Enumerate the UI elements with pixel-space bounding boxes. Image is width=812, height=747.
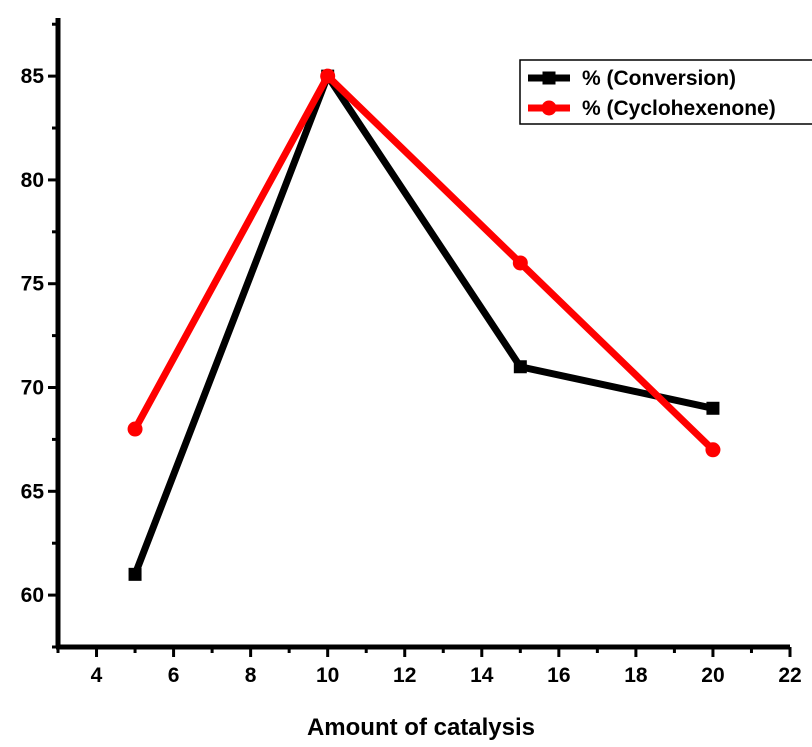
data-point-square <box>542 71 556 85</box>
series-line <box>131 68 714 576</box>
legend-label: % (Conversion) <box>582 67 736 90</box>
x-tick-label: 16 <box>547 664 570 687</box>
data-point-square <box>128 567 142 581</box>
y-tick-label: 85 <box>21 65 45 88</box>
x-tick-label: 22 <box>778 664 801 687</box>
legend-label: % (Cyclohexenone) <box>582 97 776 120</box>
series-0 <box>128 68 720 581</box>
x-tick-label: 12 <box>393 664 416 687</box>
x-tick-label: 10 <box>316 664 339 687</box>
series-1 <box>127 68 721 458</box>
legend: % (Conversion) % (Cyclohexenone) <box>519 59 812 125</box>
legend-box <box>519 59 812 125</box>
x-tick-label: 8 <box>245 664 257 687</box>
y-tick-label: 70 <box>21 377 44 400</box>
data-point-circle <box>512 255 528 271</box>
x-tick-label: 6 <box>168 664 180 687</box>
data-point-square <box>706 401 720 415</box>
data-point-circle <box>705 442 721 458</box>
data-point-square <box>513 360 527 374</box>
y-tick-label: 75 <box>21 273 45 296</box>
x-tick-label: 20 <box>701 664 724 687</box>
y-tick-label: 65 <box>21 480 45 503</box>
data-point-circle <box>541 100 557 116</box>
data-point-circle <box>127 421 143 437</box>
data-point-circle <box>320 68 336 84</box>
legend-item: % (Cyclohexenone) <box>528 97 776 120</box>
series-line <box>131 70 716 453</box>
x-axis-title: Amount of catalysis <box>307 714 535 741</box>
x-tick-label: 18 <box>624 664 648 687</box>
y-tick-label: 80 <box>21 169 44 192</box>
x-tick-label: 14 <box>470 664 494 687</box>
y-tick-label: 60 <box>21 584 44 607</box>
x-tick-label: 4 <box>91 664 103 687</box>
ticks: 4 6 8 10 12 14 16 18 20 22 60 65 70 75 80 85 <box>21 22 802 687</box>
series <box>127 68 721 581</box>
legend-item: % (Conversion) <box>528 67 736 90</box>
